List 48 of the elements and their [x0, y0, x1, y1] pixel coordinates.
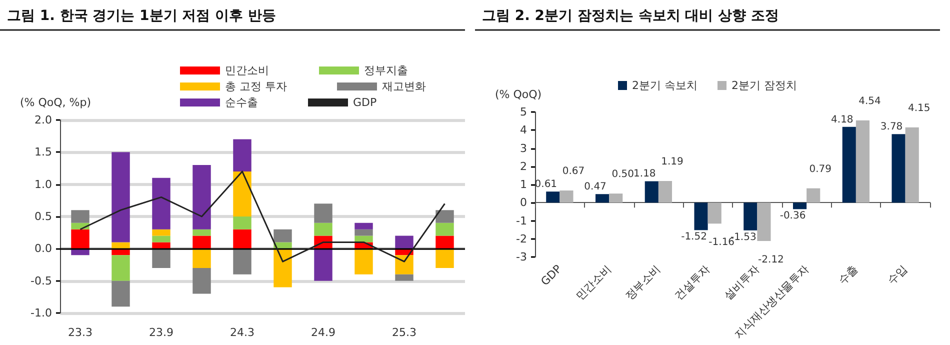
data-label: 3.78 — [880, 122, 903, 133]
x-tick-label: 23.3 — [68, 326, 92, 339]
y-tick-label: 2.0 — [34, 114, 52, 126]
data-label: 0.67 — [562, 166, 585, 177]
data-label: -0.36 — [780, 210, 806, 222]
data-label: 4.54 — [858, 96, 881, 107]
data-label: 1.19 — [661, 156, 684, 168]
y-tick-label: -0.5 — [30, 274, 52, 288]
y-tick-label: 0.5 — [34, 210, 52, 223]
y-tick-label: 0 — [520, 196, 527, 210]
legend-label: 정부지출 — [364, 64, 408, 77]
y-tick-label: 1 — [520, 178, 527, 191]
data-label: -2.12 — [758, 254, 784, 266]
x-tick-label: 수출 — [836, 262, 861, 288]
y-tick-label: 5 — [520, 106, 527, 118]
y-tick-label: 1.0 — [34, 178, 52, 191]
x-tick-label: 수입 — [885, 262, 910, 288]
y-tick-label: -1 — [516, 214, 527, 228]
y-tick-label: 4 — [520, 124, 527, 137]
y-tick-label: 3 — [520, 142, 527, 155]
legend-label: 총 고정 투자 — [225, 80, 287, 93]
x-tick-label: 23.9 — [149, 326, 174, 339]
x-tick-label: 24.9 — [311, 326, 336, 339]
y-tick-label: -3 — [516, 250, 527, 264]
x-tick-label: 25.3 — [392, 326, 416, 339]
y-tick-label: 1.5 — [34, 146, 52, 159]
y-tick-label: -2 — [516, 232, 527, 246]
y-axis-title: (% QoQ, %p) — [20, 96, 92, 109]
chart-title: 그림 1. 한국 경기는 1분기 저점 이후 반등 — [7, 8, 276, 24]
legend-label: 순수출 — [225, 96, 258, 109]
legend-label: 2분기 잠정치 — [732, 79, 797, 92]
data-label: 0.47 — [584, 182, 606, 193]
legend-label: 민간소비 — [225, 64, 269, 77]
y-tick-label: 2 — [520, 160, 527, 173]
legend-label: 2분기 속보치 — [632, 79, 698, 92]
data-label: 4.15 — [908, 102, 930, 114]
data-label: 4.18 — [831, 114, 854, 126]
data-label: -1.52 — [681, 232, 707, 243]
data-label: 0.79 — [809, 164, 832, 175]
y-axis-title: (% QoQ) — [495, 88, 542, 101]
data-label: 0.50 — [612, 169, 634, 180]
legend-label: 재고변화 — [382, 80, 426, 93]
legend-label: GDP — [353, 96, 377, 109]
y-tick-label: 0.0 — [34, 242, 52, 256]
chart-title: 그림 2. 2분기 잠정치는 속보치 대비 상향 조정 — [482, 8, 779, 24]
data-label: 1.18 — [634, 168, 656, 180]
y-tick-label: -1.0 — [30, 306, 52, 320]
x-tick-label: 24.3 — [230, 326, 254, 339]
